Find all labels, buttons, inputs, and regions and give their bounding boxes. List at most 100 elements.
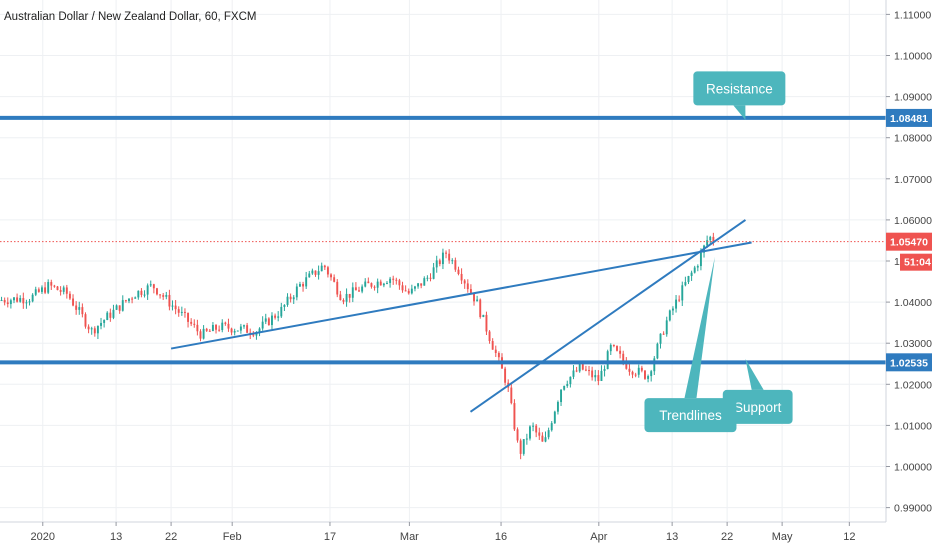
- candle: [448, 249, 451, 264]
- candle-body: [187, 312, 190, 322]
- candle-body: [149, 284, 152, 286]
- x-tick-label: 16: [495, 531, 507, 543]
- candle: [631, 370, 634, 379]
- candle-body: [581, 364, 584, 370]
- candle-body: [429, 277, 432, 279]
- candle: [330, 273, 332, 281]
- candle-body: [171, 305, 174, 307]
- candle: [569, 376, 572, 388]
- candle-body: [180, 311, 183, 313]
- x-tick-label: Apr: [590, 531, 607, 543]
- candle-body: [221, 322, 224, 330]
- candle-body: [712, 236, 715, 243]
- candle: [693, 265, 696, 274]
- candle-body: [370, 283, 373, 287]
- candle-body: [373, 286, 376, 288]
- candle: [0, 296, 3, 302]
- candle-body: [351, 287, 354, 298]
- candle-body: [28, 301, 31, 303]
- annotation-callout: Resistance: [693, 71, 786, 121]
- candle-body: [75, 305, 78, 310]
- candle-body: [128, 298, 130, 302]
- candle: [696, 264, 699, 272]
- candle: [628, 364, 631, 376]
- candle-body: [199, 331, 202, 339]
- candle: [277, 311, 280, 322]
- candle-body: [525, 438, 528, 440]
- candle-body: [482, 314, 485, 318]
- candle-body: [361, 286, 364, 292]
- candle: [106, 311, 109, 321]
- candle: [351, 282, 354, 303]
- callout-pointer: [684, 256, 715, 399]
- candle-body: [193, 323, 196, 325]
- candle-body: [295, 286, 298, 298]
- candle: [246, 322, 249, 333]
- candle-body: [177, 309, 180, 313]
- candle: [445, 250, 448, 259]
- candle: [168, 289, 171, 311]
- candle-body: [435, 260, 438, 268]
- candle-body: [441, 252, 444, 265]
- candle: [594, 369, 597, 382]
- candle-body: [96, 325, 99, 334]
- candle: [302, 281, 305, 292]
- candle: [401, 281, 404, 293]
- candle: [227, 318, 230, 332]
- candle: [193, 319, 196, 328]
- candle: [202, 325, 205, 340]
- candle: [404, 285, 407, 292]
- candle: [395, 277, 398, 285]
- candle-body: [457, 269, 460, 274]
- candle: [180, 306, 183, 316]
- candle: [50, 279, 53, 291]
- x-tick-label: 13: [666, 531, 678, 543]
- candle-body: [476, 299, 479, 302]
- candle: [134, 296, 137, 299]
- candle-body: [600, 370, 603, 381]
- candle: [435, 255, 438, 273]
- candle-body: [454, 260, 457, 270]
- candle: [429, 273, 432, 282]
- candle: [588, 365, 590, 376]
- candle: [600, 365, 603, 382]
- candle-body: [78, 307, 81, 310]
- candle: [137, 290, 140, 300]
- candle-body: [333, 277, 336, 282]
- candle: [93, 326, 96, 337]
- candle: [553, 410, 556, 424]
- candle-body: [410, 288, 413, 294]
- candle-body: [494, 349, 497, 353]
- candle-body: [103, 320, 106, 323]
- candle-body: [93, 328, 96, 334]
- candle: [146, 283, 149, 300]
- candle-body: [205, 328, 208, 331]
- candle-body: [109, 312, 112, 318]
- candle-body: [367, 281, 370, 284]
- candle-body: [261, 321, 264, 329]
- candle: [292, 295, 295, 304]
- candle: [358, 286, 360, 292]
- y-tick-label: 1.03000: [894, 338, 932, 350]
- time-axis-panel: [0, 522, 932, 550]
- candle-body: [513, 403, 516, 430]
- candle-body: [653, 358, 656, 372]
- candle-body: [479, 299, 482, 318]
- candle-body: [330, 274, 332, 278]
- candle: [640, 365, 643, 373]
- candle-body: [650, 371, 653, 377]
- candle-body: [566, 384, 569, 386]
- candle-body: [550, 423, 553, 431]
- candle-body: [233, 331, 236, 333]
- candle: [183, 308, 186, 318]
- candle-body: [168, 294, 171, 307]
- candle-body: [190, 321, 193, 324]
- candle-body: [392, 278, 395, 280]
- candle-body: [348, 293, 351, 298]
- candle-body: [622, 353, 625, 362]
- candle-body: [466, 283, 469, 290]
- candle-body: [152, 284, 155, 289]
- candle: [361, 284, 364, 294]
- candle: [149, 280, 152, 287]
